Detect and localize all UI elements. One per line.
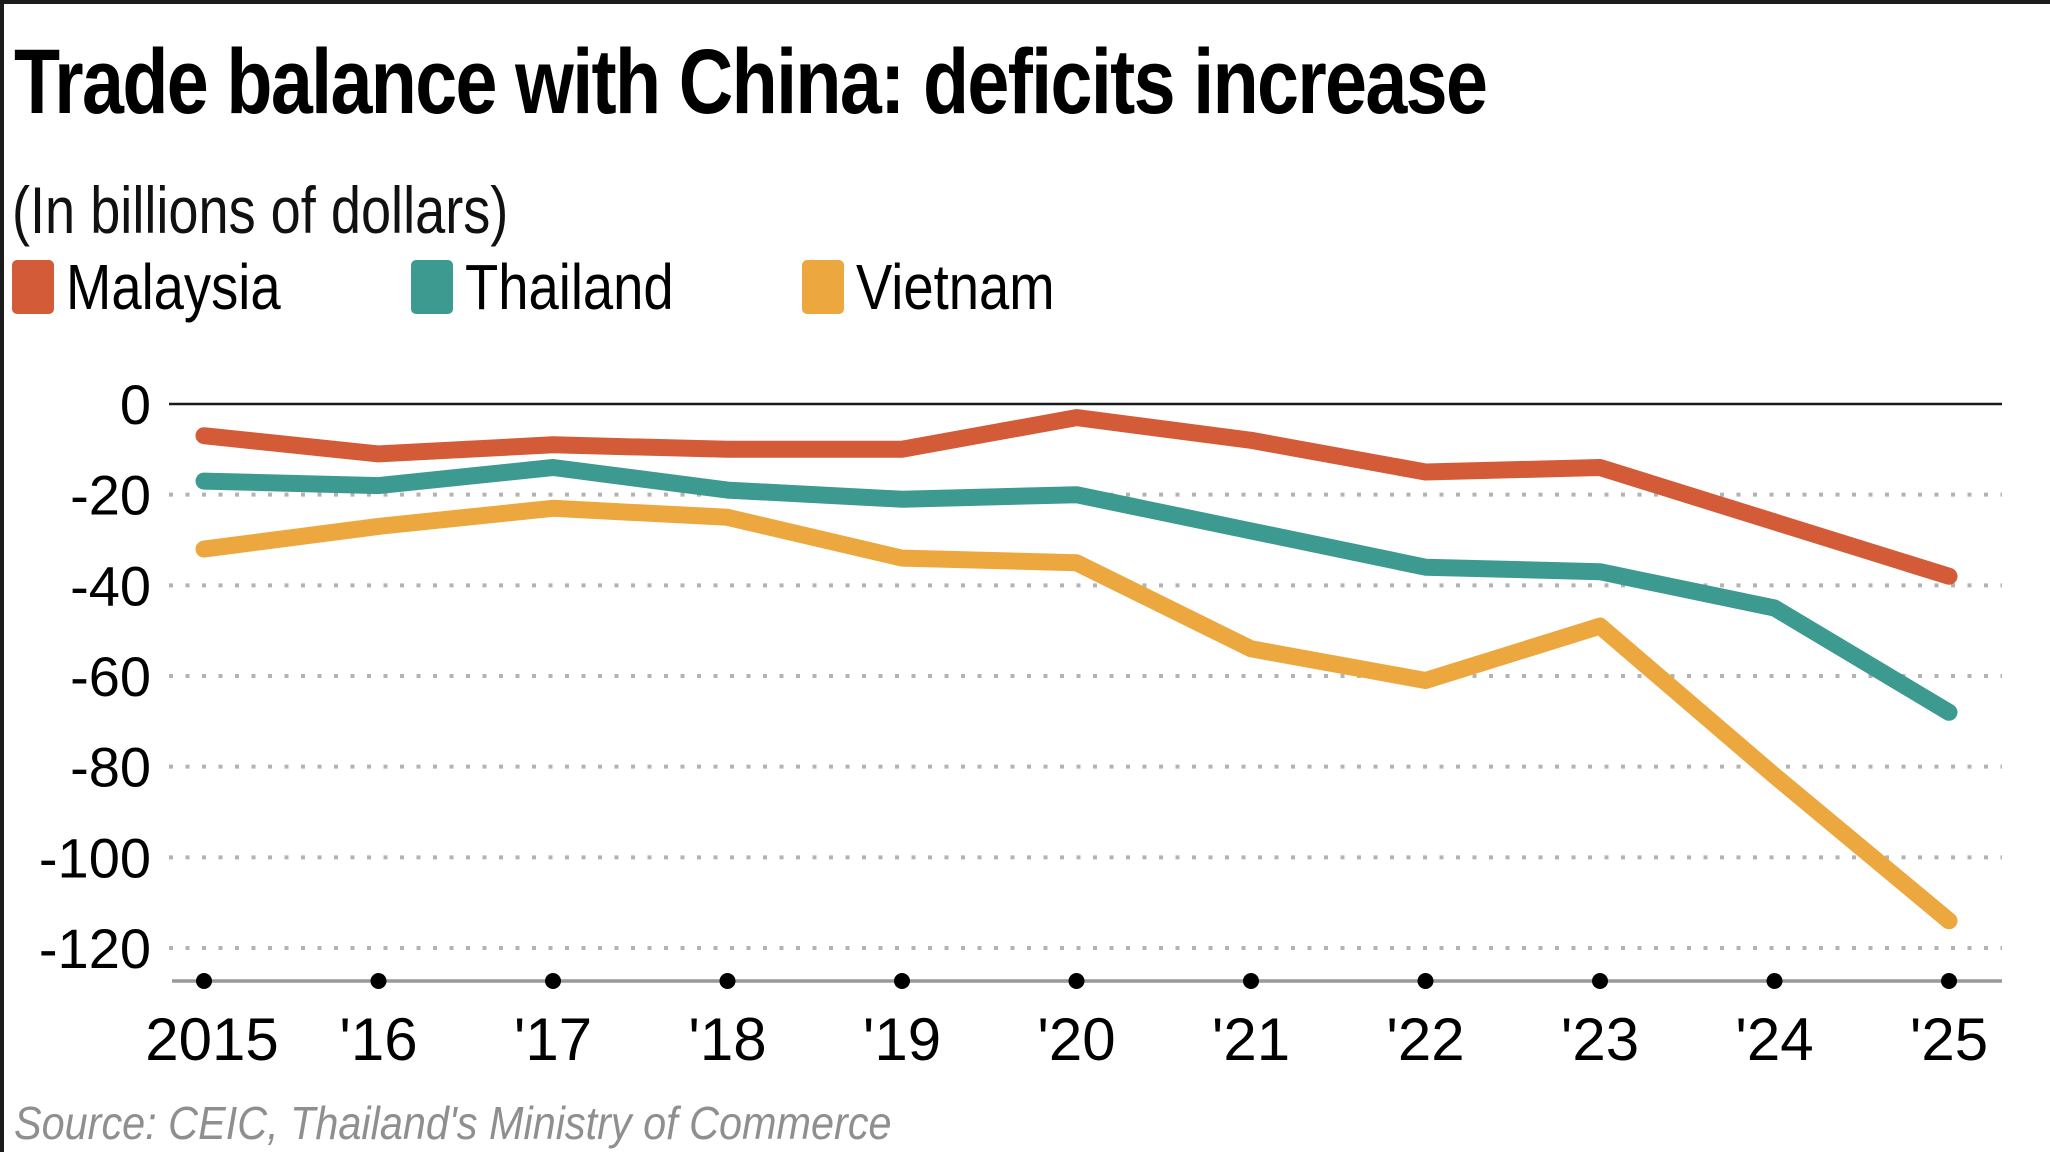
- legend-label: Malaysia: [66, 251, 281, 323]
- y-tick-label: -100: [39, 826, 151, 889]
- y-tick-label: -20: [70, 464, 151, 527]
- x-axis-tick-dot: [1243, 973, 1259, 989]
- legend-swatch-malaysia: [12, 260, 54, 314]
- series-line-thailand: [195, 459, 1958, 721]
- chart-subtitle: (In billions of dollars): [12, 173, 509, 247]
- y-tick-label: -120: [39, 917, 151, 980]
- x-axis-tick-dot: [370, 973, 387, 989]
- x-axis-tick-dot: [894, 973, 910, 989]
- x-tick-label: '18: [688, 1006, 766, 1073]
- legend-item-vietnam: Vietnam: [802, 250, 1090, 324]
- legend-label: Thailand: [464, 251, 674, 323]
- x-tick-label: '22: [1386, 1006, 1464, 1073]
- y-tick-label: 0: [120, 373, 151, 436]
- series-line-vietnam: [195, 499, 1958, 930]
- gridlines: [169, 402, 2002, 950]
- y-tick-label: -80: [70, 736, 151, 799]
- legend: Malaysia Thailand Vietnam: [12, 250, 1090, 324]
- x-tick-label: 2015: [145, 1006, 278, 1073]
- series-lines: [195, 409, 1958, 930]
- x-tick-label: '16: [339, 1006, 417, 1073]
- x-axis-tick-dot: [545, 973, 561, 989]
- x-tick-label: '20: [1037, 1006, 1115, 1073]
- x-tick-label: '24: [1735, 1006, 1813, 1073]
- y-tick-label: -60: [70, 645, 151, 708]
- series-line-malaysia: [195, 409, 1958, 585]
- source-attribution: Source: CEIC, Thailand's Ministry of Com…: [14, 1097, 892, 1149]
- legend-swatch-thailand: [410, 260, 453, 314]
- legend-swatch-vietnam: [802, 260, 845, 314]
- x-axis: [172, 973, 2002, 989]
- x-tick-label: '19: [863, 1006, 941, 1073]
- x-axis-tick-dot: [1068, 973, 1085, 989]
- x-tick-label: '25: [1910, 1006, 1988, 1073]
- x-tick-label: '21: [1212, 1006, 1290, 1073]
- x-axis-tick-dot: [1592, 973, 1608, 989]
- legend-item-malaysia: Malaysia: [12, 250, 319, 324]
- x-axis-tick-dot: [1417, 973, 1434, 989]
- x-axis-tick-dot: [1766, 973, 1783, 989]
- x-tick-label: '17: [514, 1006, 592, 1073]
- y-axis-tick-labels: 0 -20 -40 -60 -80 -100 -120: [39, 373, 151, 980]
- legend-label: Vietnam: [856, 251, 1055, 323]
- x-axis-tick-dot: [196, 973, 212, 989]
- x-axis-tick-dot: [719, 973, 736, 989]
- x-axis-tick-labels: 2015 '16 '17 '18 '19 '20 '21 '22 '23 '24 '25: [145, 1006, 1988, 1073]
- chart-title: Trade balance with China: deficits incre…: [14, 31, 1488, 133]
- line-chart: 0 -20 -40 -60 -80 -100 -120 2015 '16 '17 '18 '19 '2…: [39, 373, 2002, 1073]
- legend-item-thailand: Thailand: [410, 250, 711, 324]
- x-axis-tick-dot: [1941, 973, 1957, 989]
- y-tick-label: -40: [70, 554, 151, 617]
- x-tick-label: '23: [1561, 1006, 1639, 1073]
